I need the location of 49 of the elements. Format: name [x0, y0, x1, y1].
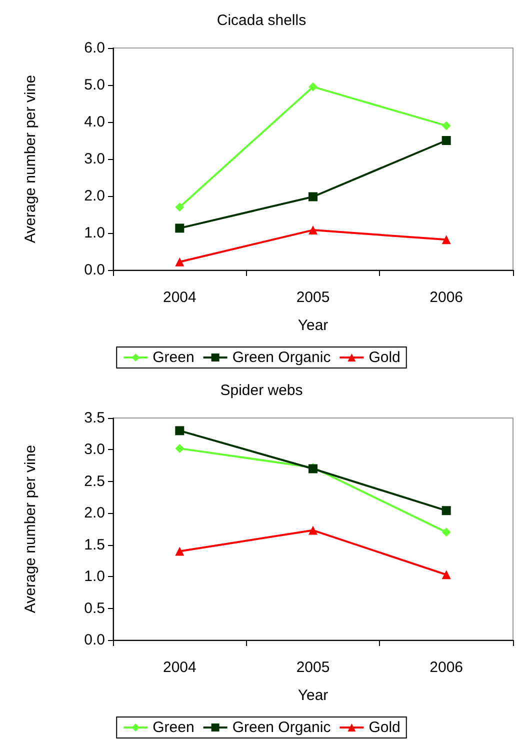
- y-tick-label: 0.0: [84, 262, 105, 278]
- point: [308, 82, 318, 92]
- point: [442, 570, 451, 580]
- point: [442, 235, 451, 244]
- y-tick-label: 3.5: [84, 410, 105, 426]
- point: [442, 528, 451, 537]
- x-tick-label: 2006: [430, 289, 464, 306]
- legend-label: Gold: [368, 719, 400, 736]
- y-tick-label: 3.0: [84, 150, 105, 168]
- y-tick-label: 6.0: [84, 40, 105, 56]
- y-tick-label: 3.0: [84, 441, 105, 458]
- legend-label: Green Organic: [232, 719, 332, 736]
- point: [175, 202, 184, 212]
- y-axis-title: Average number per vine: [22, 74, 39, 244]
- x-axis-title: Year: [298, 317, 328, 334]
- x-tick-label: 2004: [162, 659, 196, 676]
- legend-label: Gold: [368, 349, 400, 366]
- point: [308, 192, 318, 202]
- y-tick-label: 0.0: [84, 632, 105, 648]
- point: [175, 257, 184, 266]
- y-tick-label: 4.0: [84, 114, 105, 130]
- chart-title: Cicada shells: [216, 12, 306, 29]
- legend-label: Green Organic: [232, 349, 332, 366]
- point: [442, 136, 451, 145]
- point: [175, 426, 184, 436]
- point: [308, 226, 318, 235]
- y-tick-label: 2.5: [84, 472, 105, 490]
- y-tick-label: 1.0: [84, 224, 105, 242]
- legend-label: Green: [152, 719, 194, 736]
- x-axis-title: Year: [298, 687, 328, 704]
- point: [175, 546, 184, 556]
- x-tick-label: 2004: [162, 289, 196, 306]
- y-tick-label: 1.0: [84, 568, 105, 586]
- y-tick-label: 5.0: [84, 76, 105, 94]
- y-axis-title: Average number per vine: [22, 444, 39, 614]
- legend-label: Green: [152, 349, 194, 366]
- x-tick-label: 2005: [296, 659, 330, 676]
- point: [175, 444, 184, 453]
- x-tick-label: 2006: [430, 659, 464, 676]
- point: [308, 526, 318, 535]
- x-tick-label: 2005: [296, 289, 330, 306]
- y-tick-label: 1.5: [84, 536, 105, 554]
- y-tick-label: 0.5: [84, 600, 105, 617]
- chart-title: Spider webs: [220, 382, 303, 399]
- point: [442, 506, 451, 516]
- point: [175, 224, 184, 233]
- y-tick-label: 2.0: [84, 188, 105, 204]
- y-tick-label: 2.0: [84, 504, 105, 522]
- point: [442, 121, 451, 130]
